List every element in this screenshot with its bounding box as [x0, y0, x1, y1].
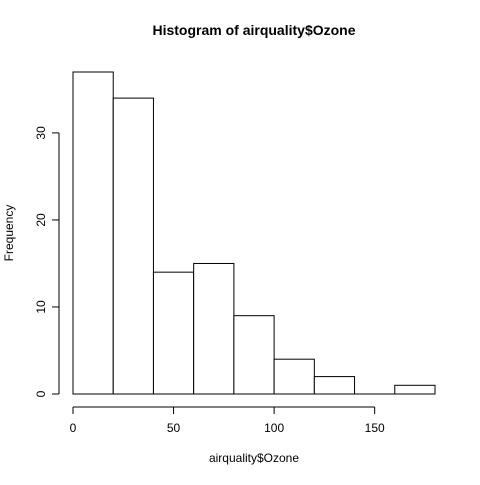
y-tick-label: 30 — [34, 126, 48, 140]
x-tick-label: 50 — [167, 421, 181, 435]
x-axis: 0 50 100 150 — [70, 406, 385, 435]
y-tick-label: 0 — [34, 390, 48, 397]
histogram-bar — [313, 376, 356, 395]
y-tick-label: 10 — [34, 300, 48, 314]
x-tick-label: 100 — [264, 421, 284, 435]
histogram-bar — [152, 271, 195, 395]
bars-group — [72, 71, 436, 395]
y-axis-label: Frequency — [2, 205, 16, 262]
y-axis: 0 10 20 30 — [34, 126, 60, 397]
histogram-bar — [233, 315, 275, 395]
x-tick-label: 150 — [365, 421, 385, 435]
x-tick-label: 0 — [70, 421, 77, 435]
histogram-bar — [193, 262, 235, 395]
histogram-bar — [394, 384, 436, 395]
y-tick-label: 20 — [34, 213, 48, 227]
histogram-bar — [72, 71, 114, 395]
histogram-bar — [273, 358, 315, 395]
chart-title: Histogram of airquality$Ozone — [152, 22, 355, 38]
x-axis-label: airquality$Ozone — [209, 451, 299, 465]
histogram-bar — [112, 97, 154, 395]
